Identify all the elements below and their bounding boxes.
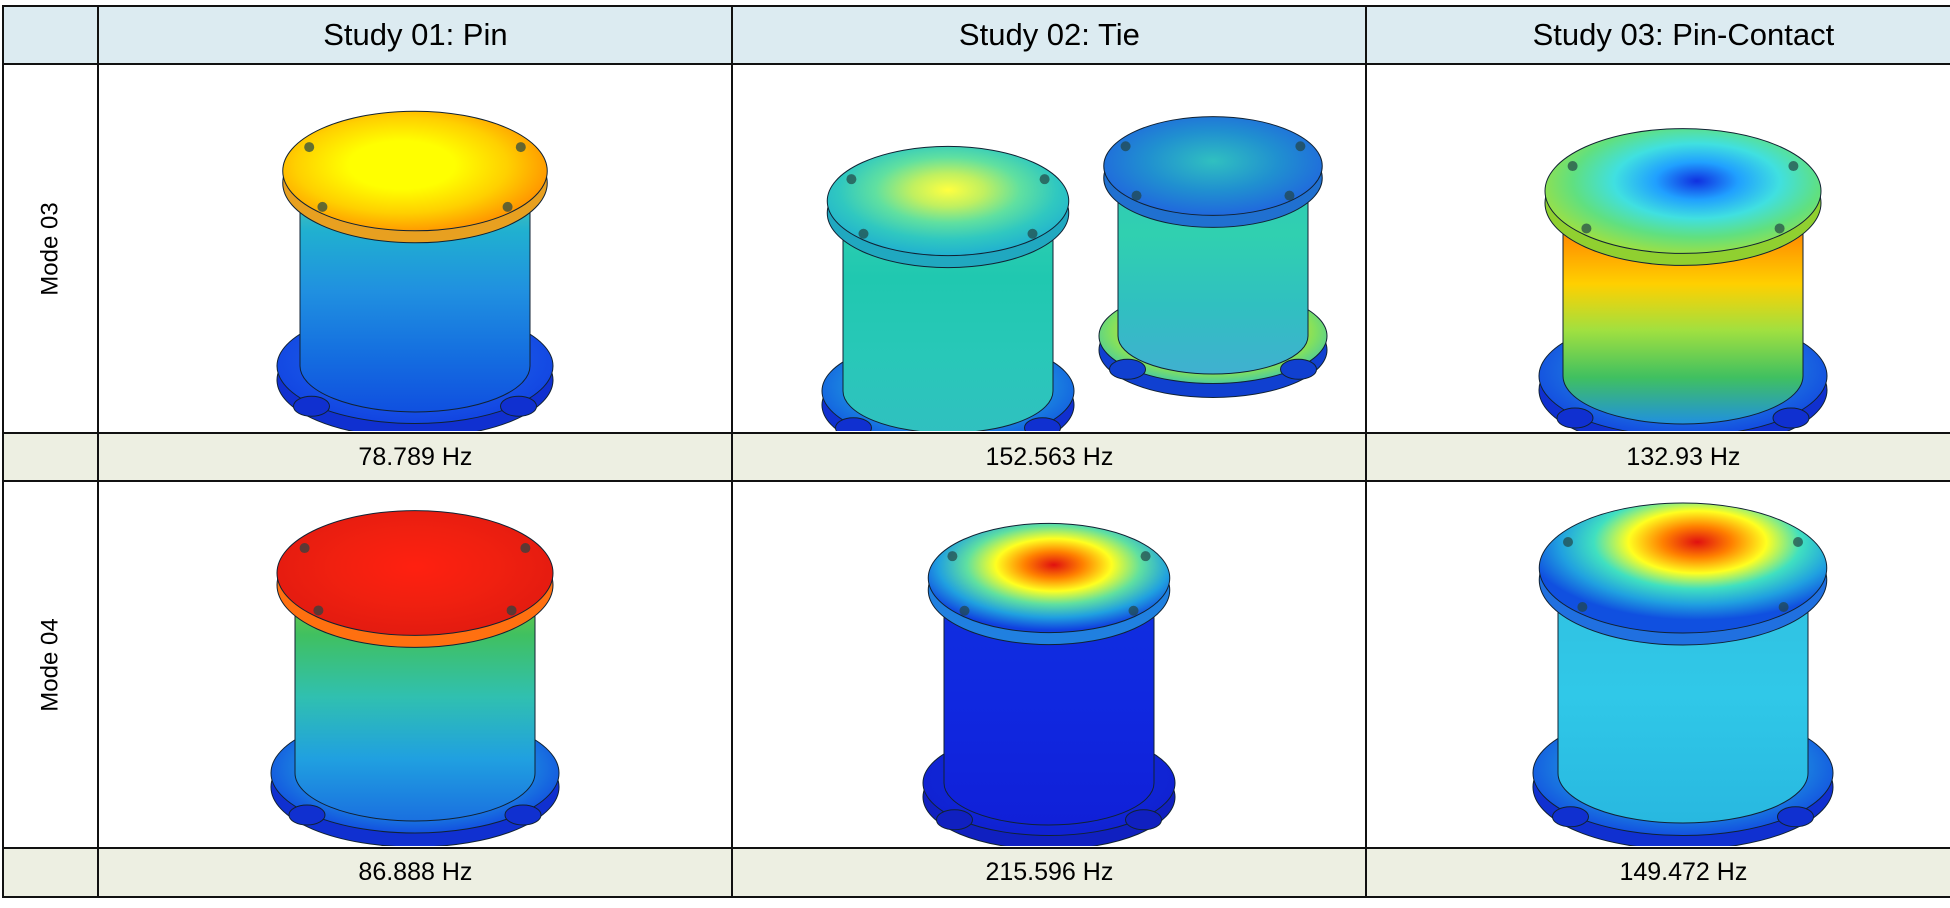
bolt-hole	[300, 543, 311, 554]
lug	[293, 395, 331, 417]
bolt-hole	[1284, 190, 1295, 201]
mode-shape	[821, 116, 1328, 431]
bolt-hole	[959, 605, 970, 616]
mode-shape	[1532, 502, 1834, 846]
image-row: Mode 03	[1, 63, 1950, 434]
lug	[1556, 407, 1594, 429]
row-label: Mode 03	[36, 201, 64, 296]
row-label: Mode 04	[36, 617, 64, 712]
mode-shape	[270, 510, 560, 846]
lug	[835, 417, 873, 431]
lug	[1777, 806, 1815, 828]
image-cell	[97, 63, 734, 434]
empty-cell	[1, 432, 100, 482]
lug	[1552, 806, 1590, 828]
plate	[928, 522, 1171, 634]
frequency-cell: 152.563 Hz	[731, 432, 1368, 482]
mode-shape	[1538, 128, 1828, 431]
bolt-hole	[1775, 223, 1786, 234]
bolt-hole	[1788, 161, 1799, 172]
bolt-hole	[1295, 141, 1306, 152]
lug	[288, 804, 326, 826]
image-cell	[1365, 480, 1950, 849]
frequency-cell: 132.93 Hz	[1365, 432, 1950, 482]
frequency-cell: 215.596 Hz	[731, 847, 1368, 898]
lug	[1109, 358, 1147, 380]
bolt-hole	[1121, 141, 1132, 152]
header-cell: Study 03: Pin-Contact	[1365, 5, 1950, 65]
results-table: Study 01: Pin Study 02: Tie Study 03: Pi…	[1, 5, 1950, 898]
bolt-hole	[1128, 605, 1139, 616]
header-cell: Study 01: Pin	[97, 5, 734, 65]
bolt-hole	[304, 142, 315, 153]
frequency-cell: 78.789 Hz	[97, 432, 734, 482]
lug	[504, 804, 542, 826]
frequency-cell: 86.888 Hz	[97, 847, 734, 898]
frequency-cell: 149.472 Hz	[1365, 847, 1950, 898]
bolt-hole	[502, 201, 513, 212]
bolt-hole	[1779, 602, 1790, 612]
plate	[282, 110, 549, 232]
lug	[936, 809, 974, 831]
bolt-hole	[313, 605, 324, 616]
bolt-hole	[858, 228, 869, 239]
frequency-row: 86.888 Hz 215.596 Hz 149.472 Hz	[1, 847, 1950, 898]
image-row: Mode 04	[1, 480, 1950, 849]
row-label-cell: Mode 03	[1, 63, 100, 434]
bolt-hole	[1581, 223, 1592, 234]
mode-shape	[922, 522, 1176, 846]
bolt-hole	[516, 142, 527, 153]
plate	[276, 510, 554, 636]
plate	[1544, 128, 1822, 254]
header-cell: Study 02: Tie	[731, 5, 1368, 65]
image-cell	[731, 480, 1368, 849]
plate	[1103, 116, 1324, 216]
bolt-hole	[1027, 228, 1038, 239]
row-label-cell: Mode 04	[1, 480, 100, 849]
bolt-hole	[1793, 537, 1804, 547]
bolt-hole	[1131, 190, 1142, 201]
mode-shape	[276, 110, 554, 431]
plate	[1539, 502, 1828, 634]
lug	[500, 395, 538, 417]
lug	[1772, 407, 1810, 429]
image-cell	[731, 63, 1368, 434]
lug	[1280, 358, 1318, 380]
header-row: Study 01: Pin Study 02: Tie Study 03: Pi…	[1, 5, 1950, 65]
bolt-hole	[1577, 602, 1588, 612]
image-cell	[97, 480, 734, 849]
image-cell	[1365, 63, 1950, 434]
lug	[1024, 417, 1062, 431]
bolt-hole	[507, 605, 518, 616]
bolt-hole	[1568, 161, 1579, 172]
empty-cell	[1, 847, 100, 898]
bolt-hole	[520, 543, 531, 554]
bolt-hole	[317, 201, 328, 212]
corner-cell	[1, 5, 100, 65]
bolt-hole	[947, 551, 958, 562]
bolt-hole	[1040, 174, 1051, 185]
lug	[1125, 809, 1163, 831]
bolt-hole	[846, 174, 857, 185]
bolt-hole	[1563, 537, 1574, 547]
frequency-row: 78.789 Hz 152.563 Hz 132.93 Hz	[1, 432, 1950, 482]
bolt-hole	[1141, 551, 1152, 562]
plate	[827, 145, 1070, 257]
